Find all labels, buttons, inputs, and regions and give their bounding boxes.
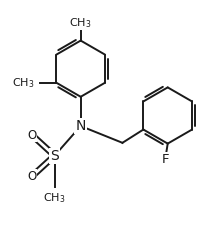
Text: F: F xyxy=(162,153,170,167)
Text: O: O xyxy=(27,128,37,142)
Text: CH$_3$: CH$_3$ xyxy=(12,76,34,90)
Text: S: S xyxy=(50,149,59,163)
Text: N: N xyxy=(76,119,86,133)
Text: CH$_3$: CH$_3$ xyxy=(43,191,66,205)
Text: O: O xyxy=(27,170,37,183)
Text: CH$_3$: CH$_3$ xyxy=(69,16,92,30)
